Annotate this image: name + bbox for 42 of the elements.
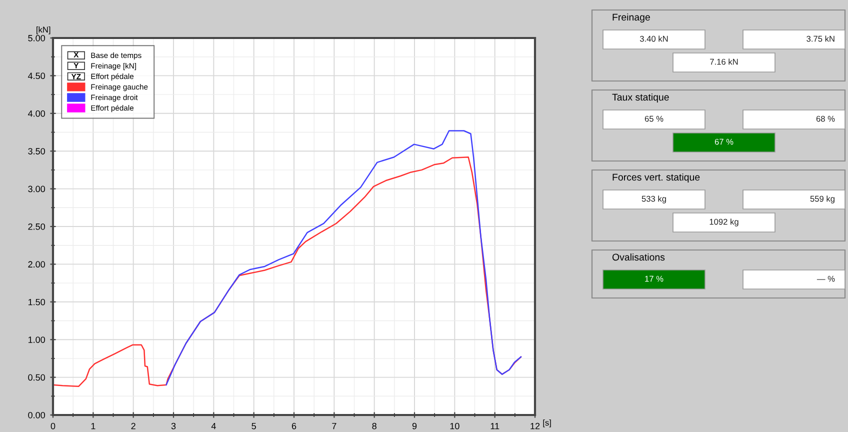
text: 3.75 kN (806, 36, 834, 42)
text: 68 % (816, 116, 835, 122)
text: 533 kg (642, 196, 666, 204)
x-tick-label: 11 (490, 422, 500, 430)
x-tick-label: 0 (50, 422, 56, 430)
x-tick-label: 6 (292, 422, 296, 430)
text: 3.40 kN (640, 36, 668, 42)
x-tick-label: 1 (91, 422, 96, 430)
x-tick-label: 7 (332, 422, 336, 430)
line-series (166, 130, 522, 386)
x-tick-label: 5 (252, 422, 256, 430)
text: 17 % (645, 276, 664, 282)
y-tick-label: 2.50 (28, 223, 46, 230)
x-tick-label: 10 (450, 422, 460, 430)
y-tick-label: 2.00 (28, 261, 46, 268)
x-tick-label: 8 (372, 422, 376, 430)
y-tick-label: 4.50 (28, 72, 46, 80)
x-axis-title: [s] (543, 420, 551, 428)
y-tick-label: 1.50 (28, 298, 46, 306)
text: Ovalisations (612, 253, 665, 261)
y-tick-label: 0.50 (28, 374, 46, 381)
y-tick-label: 3.00 (28, 186, 46, 192)
text: 7.16 kN (710, 58, 738, 65)
x-tick-label: 9 (412, 422, 417, 430)
y-tick-label: 5.00 (28, 34, 46, 42)
x-tick-label: 4 (211, 422, 216, 430)
text: 1092 kg (710, 218, 738, 226)
y-tick-label: 4.00 (28, 110, 46, 117)
y-tick-label: 0.00 (28, 412, 46, 418)
text: — % (816, 276, 835, 282)
text: 559 kg (810, 196, 834, 204)
x-tick-label: 3 (171, 422, 176, 430)
y-axis-title: [kN] (36, 26, 50, 34)
x-tick-label: 12 (530, 422, 540, 430)
text: Taux statique (612, 93, 669, 103)
text: 65 % (644, 116, 664, 122)
text: Forces vert. statique (612, 173, 700, 183)
text: Freinage (612, 13, 650, 23)
text: 67 % (714, 138, 734, 145)
y-tick-label: 1.00 (28, 336, 46, 343)
x-tick-label: 2 (131, 422, 136, 430)
y-tick-label: 3.50 (28, 148, 46, 154)
